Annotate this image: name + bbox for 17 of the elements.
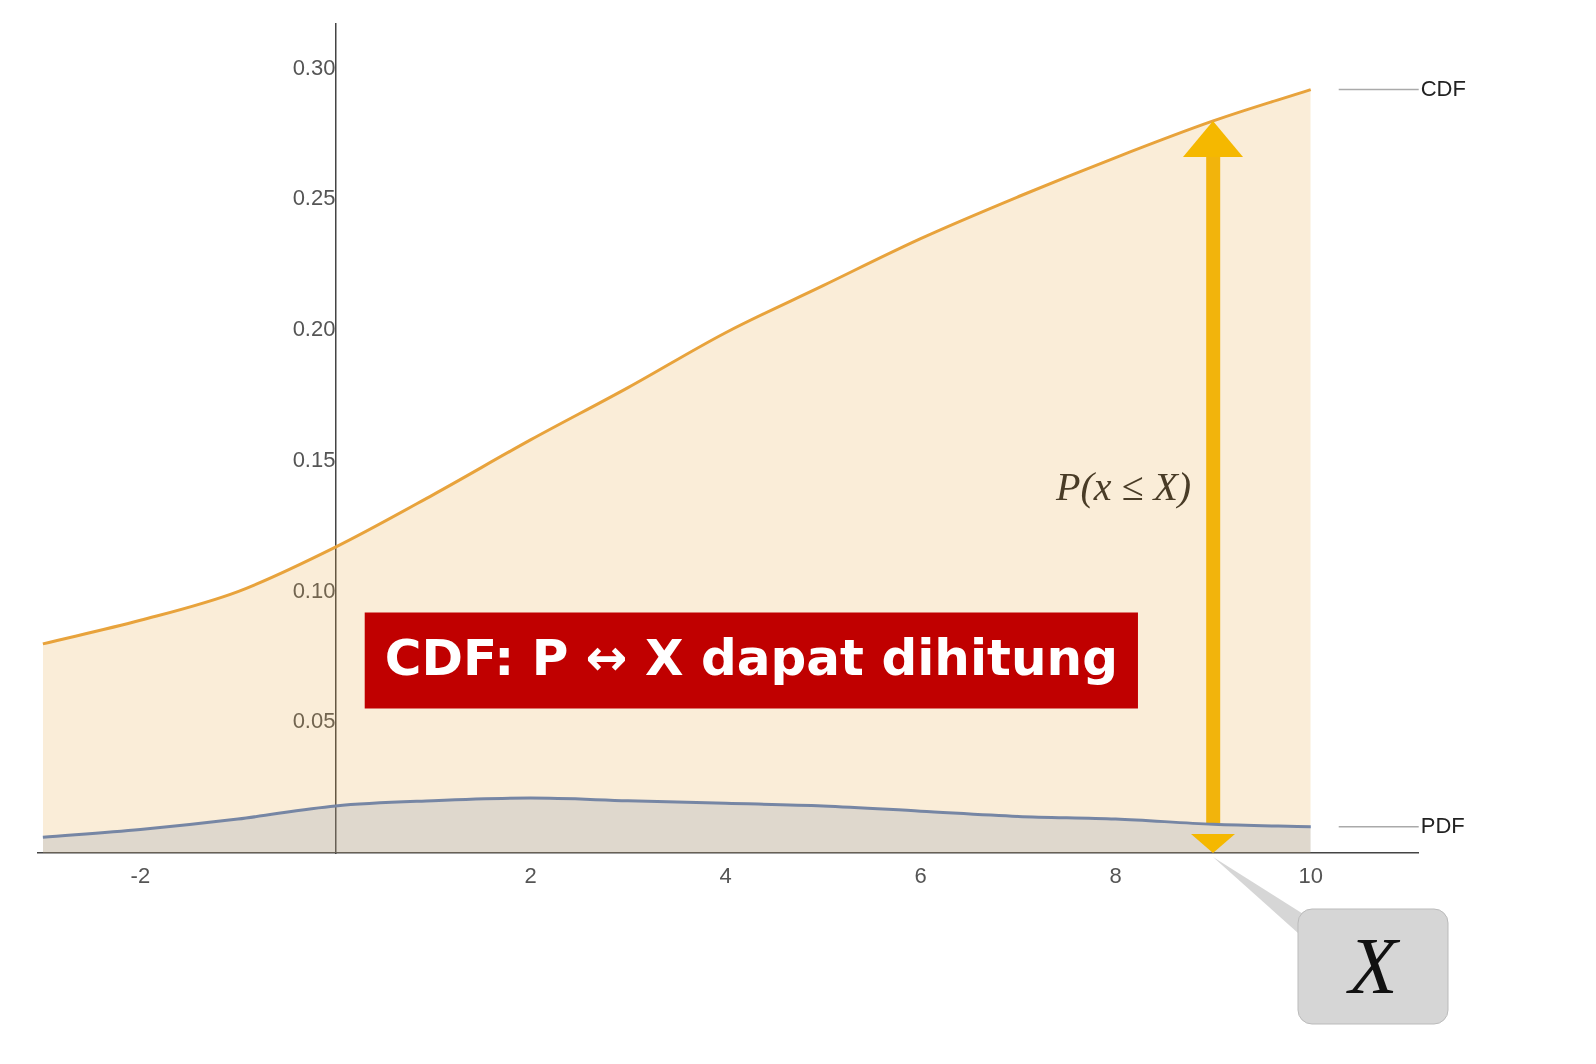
text: PDF (1420, 812, 1465, 838)
text: CDF (1420, 75, 1466, 101)
x-tick-label: -2 (130, 863, 151, 889)
x-tick-label: 2 (524, 863, 537, 889)
x-tick-label: 6 (914, 863, 927, 889)
ref-line-label: P(x ≤ X) (1054, 464, 1192, 510)
y-tick-label: 0.30 (292, 54, 336, 80)
y-tick-label: 0.05 (292, 708, 336, 734)
y-tick-label: 0.25 (292, 185, 336, 211)
y-tick-label: 0.20 (292, 316, 336, 342)
x-tick-label: 4 (719, 863, 732, 889)
x-tick-label: 8 (1109, 863, 1122, 889)
x-tick-label: 10 (1298, 863, 1323, 889)
y-tick-label: 0.15 (292, 446, 336, 472)
annotation: CDF: P ↔ X dapat dihitung (384, 629, 1118, 688)
annotation: X (1298, 909, 1449, 1024)
y-tick-label: 0.10 (292, 577, 336, 603)
